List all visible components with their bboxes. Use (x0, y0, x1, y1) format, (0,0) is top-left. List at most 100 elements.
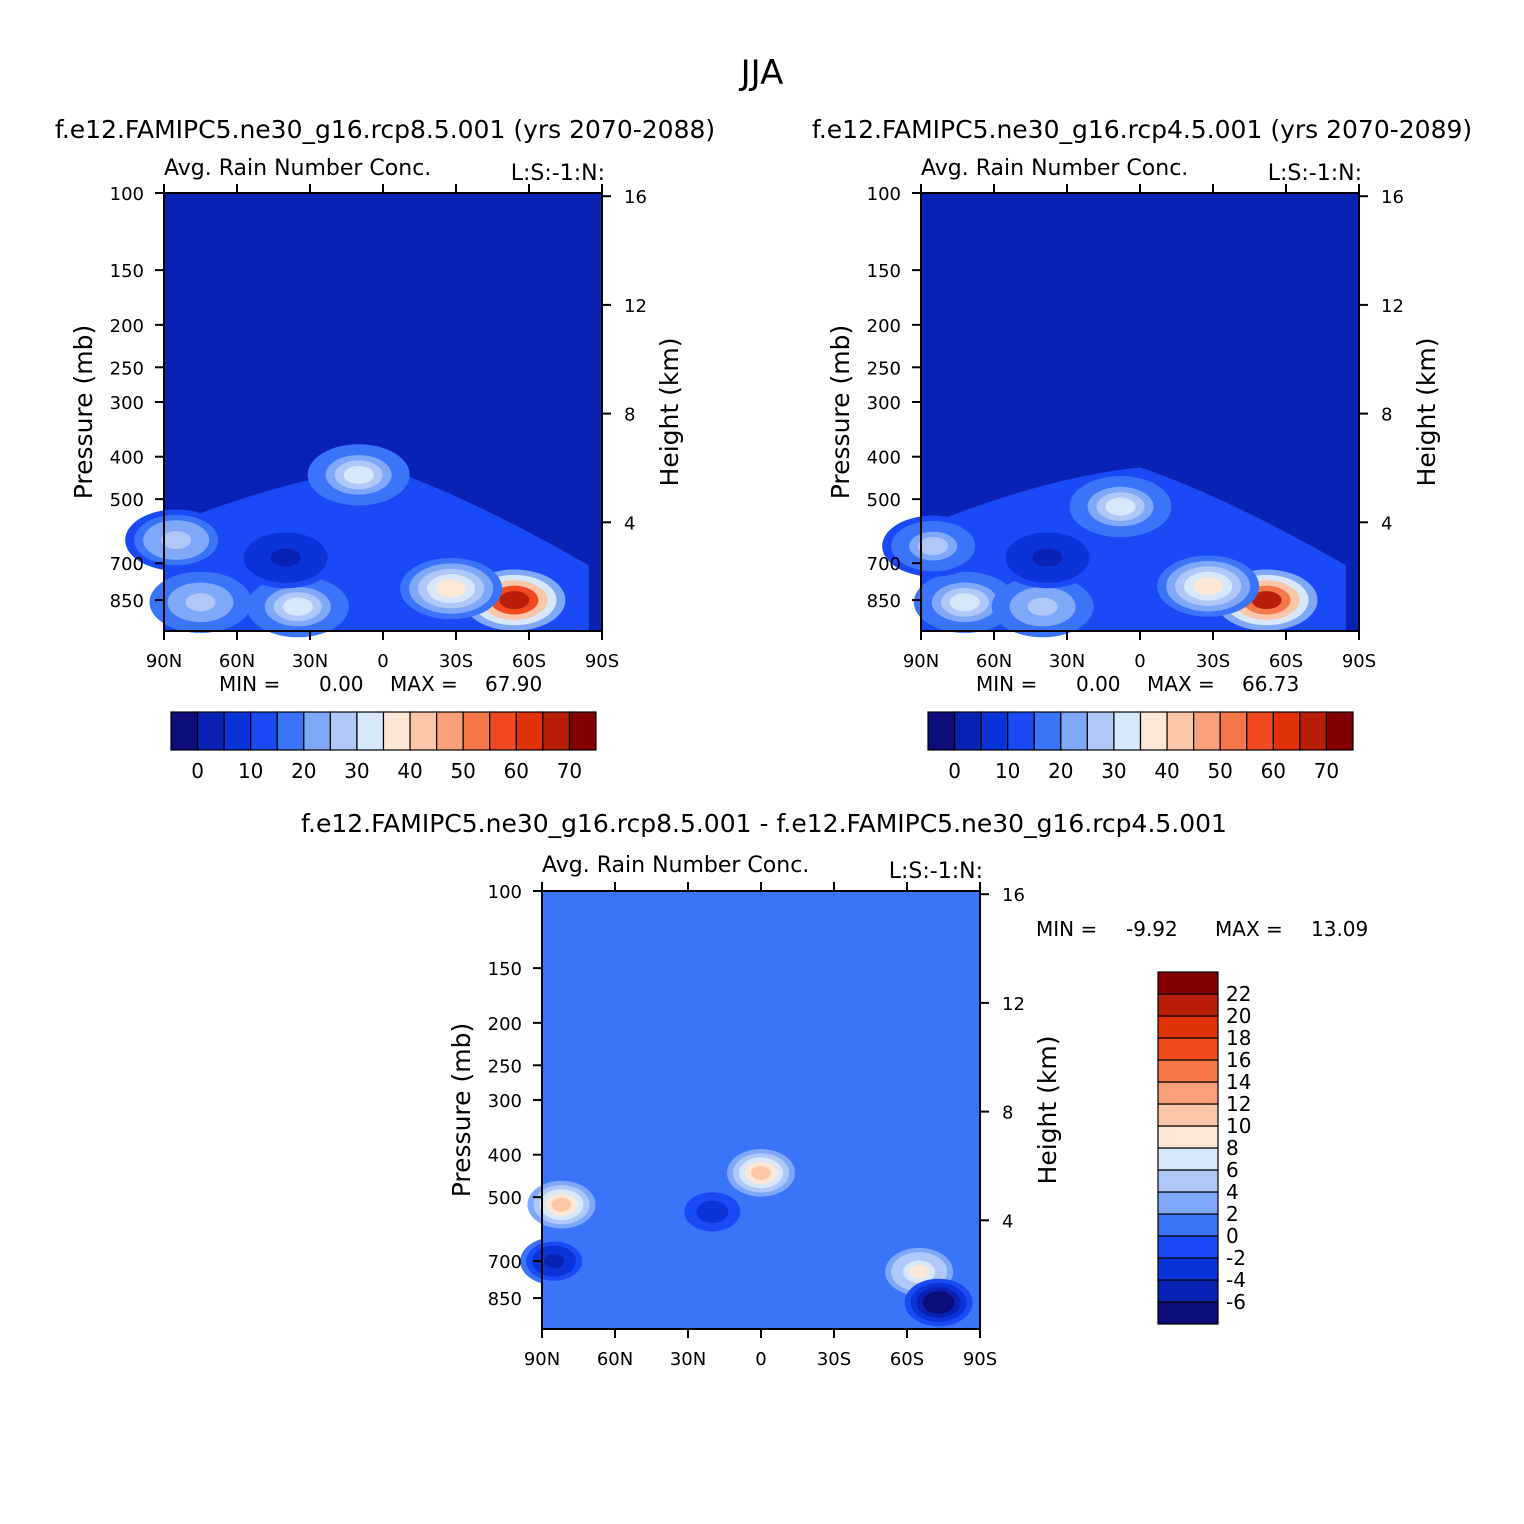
field-feature-rcp85-1 (436, 579, 467, 598)
panel-rcp45: f.e12.FAMIPC5.ne30_g16.rcp4.5.001 (yrs 2… (812, 115, 1472, 783)
colorbar-rcp85: 0 10 20 30 40 50 60 70 (170, 711, 597, 783)
y-tick-label-rcp85: 250 (110, 358, 144, 379)
field-feature-rcp85-6 (161, 531, 192, 550)
y-tick-label-rcp85: 200 (110, 316, 144, 337)
y-tick-label-rcp85: 100 (110, 184, 144, 205)
colorbar-label-rcp45: 30 (1101, 759, 1126, 783)
x-tick-label-rcp85: 90S (585, 651, 619, 672)
min-label-difference: MIN = (1036, 917, 1097, 941)
field-feature-rcp85-4 (282, 597, 313, 616)
y-tick-label-difference: 100 (488, 882, 522, 903)
colorbar-label-difference: 18 (1226, 1026, 1251, 1050)
colorbar-box-rcp85 (409, 711, 438, 751)
colorbar-box-difference (1157, 1257, 1219, 1281)
colorbar-label-rcp45: 40 (1154, 759, 1179, 783)
corner-label-difference: L:S:-1:N: (889, 859, 983, 884)
x-tick-label-rcp45: 30S (1196, 651, 1230, 672)
colorbar-box-difference (1157, 1081, 1219, 1105)
y-tick-label-rcp85: 150 (110, 261, 144, 282)
colorbar-label-rcp45: 20 (1048, 759, 1073, 783)
colorbar-box-difference (1157, 971, 1219, 995)
colorbar-box-rcp85 (382, 711, 411, 751)
colorbar-box-difference (1157, 993, 1219, 1017)
height-tick-label-difference: 8 (1002, 1103, 1013, 1124)
y-tick-label-rcp45: 250 (867, 358, 901, 379)
colorbar-box-difference (1157, 1103, 1219, 1127)
colorbar-box-difference (1157, 1235, 1219, 1259)
y-tick-label-rcp85: 700 (110, 554, 144, 575)
x-tick-label-difference: 60S (890, 1349, 924, 1370)
x-tick-label-difference: 90N (524, 1349, 560, 1370)
colorbar-box-rcp45 (1086, 711, 1115, 751)
colorbar-rcp45: 0 10 20 30 40 50 60 70 (927, 711, 1354, 783)
x-tick-label-difference: 60N (597, 1349, 633, 1370)
height-tick-label-rcp45: 4 (1381, 513, 1392, 534)
colorbar-box-difference (1157, 1059, 1219, 1083)
colorbar-label-difference: 12 (1226, 1092, 1251, 1116)
colorbar-box-rcp45 (1007, 711, 1035, 751)
height-tick-label-rcp85: 4 (624, 513, 635, 534)
field-feature-rcp85-3 (185, 593, 216, 612)
max-value-rcp85: 67.90 (485, 672, 542, 696)
x-tick-label-rcp85: 30S (439, 651, 473, 672)
colorbar-box-rcp85 (568, 711, 597, 751)
x-tick-label-rcp45: 60N (976, 651, 1012, 672)
colorbar-label-rcp45: 70 (1314, 759, 1339, 783)
y-axis-right-label-rcp85: Height (km) (655, 338, 684, 487)
colorbar-label-rcp85: 70 (557, 759, 582, 783)
colorbar-box-rcp45 (1272, 711, 1301, 751)
colorbar-label-rcp85: 40 (397, 759, 422, 783)
colorbar-box-rcp45 (1033, 711, 1062, 751)
field-feature-rcp45-5 (1032, 548, 1063, 567)
x-tick-label-rcp85: 60N (219, 651, 255, 672)
colorbar-box-rcp45 (927, 711, 956, 751)
colorbar-label-difference: 10 (1226, 1114, 1251, 1138)
y-tick-label-difference: 700 (488, 1252, 522, 1273)
colorbar-label-difference: 8 (1226, 1136, 1239, 1160)
field-feature-rcp85-5 (270, 548, 301, 567)
figure-title: JJA (739, 53, 784, 93)
colorbar-label-rcp45: 0 (948, 759, 961, 783)
colorbar-label-rcp45: 10 (995, 759, 1020, 783)
colorbar-label-rcp85: 60 (504, 759, 529, 783)
colorbar-box-rcp85 (356, 711, 385, 751)
colorbar-box-difference (1157, 1147, 1219, 1171)
min-value-rcp45: 0.00 (1076, 672, 1121, 696)
colorbar-box-rcp45 (980, 711, 1009, 751)
axes-rcp45: 90N 60N 30N 0 30S 60S 90S 100 150 200 250 300 400 500… (867, 184, 1404, 672)
colorbar-box-difference (1157, 1037, 1219, 1061)
colorbar-box-rcp45 (1060, 711, 1088, 751)
y-tick-label-rcp85: 500 (110, 490, 144, 511)
y-tick-label-difference: 250 (488, 1056, 522, 1077)
field-feature-rcp45-0 (1251, 591, 1282, 610)
colorbar-box-rcp85 (276, 711, 305, 751)
y-tick-label-rcp85: 850 (110, 591, 144, 612)
field-feature-rcp45-2 (1105, 497, 1136, 516)
x-tick-label-difference: 30N (670, 1349, 706, 1370)
y-tick-label-rcp45: 850 (867, 591, 901, 612)
y-tick-label-difference: 500 (488, 1188, 522, 1209)
height-tick-label-rcp85: 8 (624, 405, 635, 426)
x-tick-label-difference: 30S (817, 1349, 851, 1370)
field-feature-rcp45-1 (1193, 577, 1224, 596)
colorbar-label-difference: -2 (1226, 1246, 1246, 1270)
contour-field-rcp45 (882, 193, 1359, 638)
height-tick-label-difference: 4 (1002, 1211, 1013, 1232)
plot-title-difference: Avg. Rain Number Conc. (542, 853, 809, 878)
field-feature-difference-5 (928, 1295, 949, 1310)
field-feature-difference-0 (751, 1165, 771, 1180)
max-label-rcp45: MAX = (1147, 672, 1215, 696)
min-value-rcp85: 0.00 (319, 672, 364, 696)
min-label-rcp45: MIN = (976, 672, 1037, 696)
colorbar-box-rcp85 (515, 711, 544, 751)
y-tick-label-rcp45: 300 (867, 393, 901, 414)
panel-difference: f.e12.FAMIPC5.ne30_g16.rcp8.5.001 - f.e1… (301, 809, 1368, 1370)
field-feature-rcp45-3 (949, 593, 980, 612)
field-band-difference (542, 1148, 967, 1329)
field-feature-difference-4 (544, 1254, 565, 1269)
y-tick-label-rcp45: 400 (867, 448, 901, 469)
x-tick-label-rcp85: 30N (292, 651, 328, 672)
colorbar-box-rcp45 (953, 711, 982, 751)
